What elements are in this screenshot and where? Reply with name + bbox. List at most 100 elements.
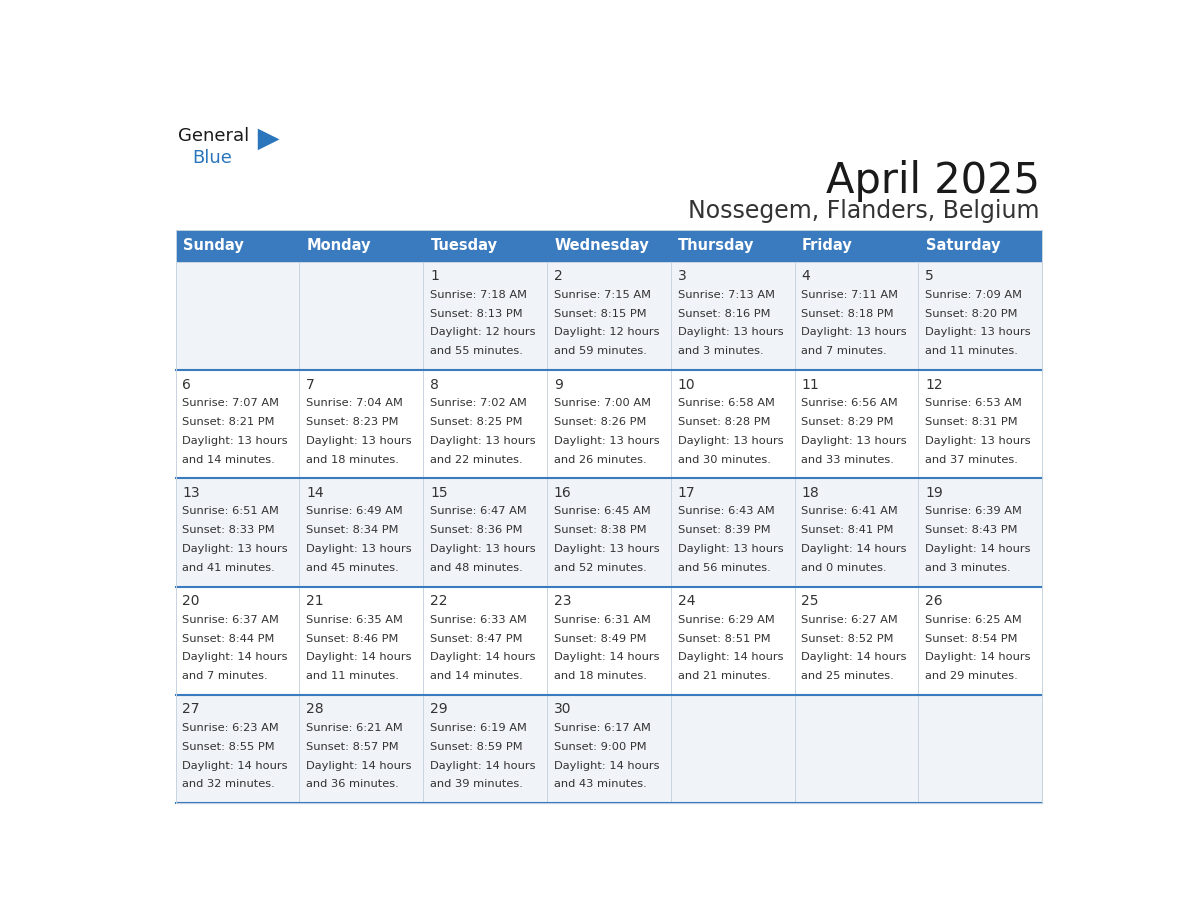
Text: Sunset: 8:34 PM: Sunset: 8:34 PM [307,525,399,535]
Bar [423,478,546,587]
Text: Daylight: 14 hours: Daylight: 14 hours [925,544,1031,554]
Text: Daylight: 12 hours: Daylight: 12 hours [430,328,536,338]
Text: Sunset: 9:00 PM: Sunset: 9:00 PM [554,742,646,752]
Bar [918,587,1042,695]
Text: 2: 2 [554,269,563,284]
Text: Daylight: 14 hours: Daylight: 14 hours [802,653,906,662]
Text: Sunrise: 6:25 AM: Sunrise: 6:25 AM [925,615,1022,625]
Text: Sunrise: 7:11 AM: Sunrise: 7:11 AM [802,290,898,300]
Text: Sunset: 8:23 PM: Sunset: 8:23 PM [307,417,399,427]
Text: and 21 minutes.: and 21 minutes. [677,671,770,681]
Text: Sunrise: 6:39 AM: Sunrise: 6:39 AM [925,507,1022,517]
Text: and 0 minutes.: and 0 minutes. [802,563,887,573]
Bar [918,478,1042,587]
Bar [176,587,299,695]
Bar [795,262,918,370]
Text: Sunrise: 6:17 AM: Sunrise: 6:17 AM [554,723,651,733]
Text: 26: 26 [925,594,943,609]
Text: and 25 minutes.: and 25 minutes. [802,671,895,681]
Text: Daylight: 14 hours: Daylight: 14 hours [183,760,287,770]
Bar [176,230,299,262]
Text: 23: 23 [554,594,571,609]
Bar [423,587,546,695]
Text: Daylight: 14 hours: Daylight: 14 hours [183,653,287,662]
Text: and 59 minutes.: and 59 minutes. [554,346,646,356]
Text: Daylight: 14 hours: Daylight: 14 hours [925,653,1031,662]
Text: 7: 7 [307,377,315,392]
Text: Sunrise: 6:35 AM: Sunrise: 6:35 AM [307,615,403,625]
Text: April 2025: April 2025 [826,161,1040,202]
Text: Sunrise: 6:43 AM: Sunrise: 6:43 AM [677,507,775,517]
Text: General: General [178,127,249,145]
Text: Sunset: 8:20 PM: Sunset: 8:20 PM [925,308,1018,319]
Text: Sunset: 8:44 PM: Sunset: 8:44 PM [183,633,274,644]
Bar [918,262,1042,370]
Text: Sunrise: 6:33 AM: Sunrise: 6:33 AM [430,615,526,625]
Text: Sunrise: 6:45 AM: Sunrise: 6:45 AM [554,507,651,517]
Bar [671,370,795,478]
Bar [795,695,918,803]
Text: Sunrise: 6:19 AM: Sunrise: 6:19 AM [430,723,526,733]
Text: and 48 minutes.: and 48 minutes. [430,563,523,573]
Text: Sunrise: 6:47 AM: Sunrise: 6:47 AM [430,507,526,517]
Text: Daylight: 14 hours: Daylight: 14 hours [307,760,412,770]
Text: Sunrise: 7:07 AM: Sunrise: 7:07 AM [183,398,279,409]
Text: and 11 minutes.: and 11 minutes. [925,346,1018,356]
Text: and 18 minutes.: and 18 minutes. [554,671,646,681]
Text: and 45 minutes.: and 45 minutes. [307,563,399,573]
Text: Daylight: 13 hours: Daylight: 13 hours [554,544,659,554]
Bar [918,370,1042,478]
Text: Sunset: 8:13 PM: Sunset: 8:13 PM [430,308,523,319]
Text: Daylight: 13 hours: Daylight: 13 hours [183,436,287,446]
Text: and 43 minutes.: and 43 minutes. [554,779,646,789]
Text: Daylight: 13 hours: Daylight: 13 hours [802,328,906,338]
Text: 4: 4 [802,269,810,284]
Text: Sunset: 8:49 PM: Sunset: 8:49 PM [554,633,646,644]
Text: and 22 minutes.: and 22 minutes. [430,454,523,465]
Text: 29: 29 [430,702,448,716]
Text: Daylight: 13 hours: Daylight: 13 hours [802,436,906,446]
Text: Sunset: 8:43 PM: Sunset: 8:43 PM [925,525,1018,535]
Text: Sunset: 8:38 PM: Sunset: 8:38 PM [554,525,646,535]
Text: Daylight: 13 hours: Daylight: 13 hours [430,544,536,554]
Text: Sunrise: 6:51 AM: Sunrise: 6:51 AM [183,507,279,517]
Bar [546,478,671,587]
Text: Sunset: 8:36 PM: Sunset: 8:36 PM [430,525,523,535]
Text: Sunset: 8:51 PM: Sunset: 8:51 PM [677,633,770,644]
Text: and 14 minutes.: and 14 minutes. [183,454,276,465]
Text: Tuesday: Tuesday [430,238,498,253]
Bar [918,230,1042,262]
Text: 30: 30 [554,702,571,716]
Text: Sunset: 8:41 PM: Sunset: 8:41 PM [802,525,893,535]
Text: Sunset: 8:18 PM: Sunset: 8:18 PM [802,308,893,319]
Text: 18: 18 [802,486,819,500]
Text: and 7 minutes.: and 7 minutes. [802,346,887,356]
Bar [671,587,795,695]
Text: and 3 minutes.: and 3 minutes. [925,563,1011,573]
Text: Sunrise: 7:13 AM: Sunrise: 7:13 AM [677,290,775,300]
Text: 20: 20 [183,594,200,609]
Text: Daylight: 13 hours: Daylight: 13 hours [677,544,783,554]
Text: Sunrise: 6:23 AM: Sunrise: 6:23 AM [183,723,279,733]
Bar [299,478,423,587]
Bar [671,695,795,803]
Text: 27: 27 [183,702,200,716]
Text: Sunrise: 6:31 AM: Sunrise: 6:31 AM [554,615,651,625]
Text: and 56 minutes.: and 56 minutes. [677,563,770,573]
Bar [546,230,671,262]
Bar [299,587,423,695]
Text: 8: 8 [430,377,438,392]
Text: Sunrise: 6:21 AM: Sunrise: 6:21 AM [307,723,403,733]
Text: Daylight: 13 hours: Daylight: 13 hours [554,436,659,446]
Text: Sunrise: 6:58 AM: Sunrise: 6:58 AM [677,398,775,409]
Text: and 37 minutes.: and 37 minutes. [925,454,1018,465]
Bar [299,230,423,262]
Text: Sunrise: 7:18 AM: Sunrise: 7:18 AM [430,290,527,300]
Text: Sunrise: 6:37 AM: Sunrise: 6:37 AM [183,615,279,625]
Text: Daylight: 13 hours: Daylight: 13 hours [307,544,412,554]
Text: Sunrise: 6:56 AM: Sunrise: 6:56 AM [802,398,898,409]
Text: Daylight: 13 hours: Daylight: 13 hours [925,328,1031,338]
Text: Thursday: Thursday [678,238,754,253]
Text: Sunset: 8:16 PM: Sunset: 8:16 PM [677,308,770,319]
Text: Sunset: 8:31 PM: Sunset: 8:31 PM [925,417,1018,427]
